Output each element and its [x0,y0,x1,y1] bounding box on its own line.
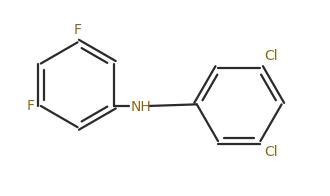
Text: Cl: Cl [265,49,278,63]
Text: F: F [27,99,35,113]
Text: NH: NH [130,100,151,114]
Text: F: F [74,23,82,37]
Text: Cl: Cl [265,145,278,159]
